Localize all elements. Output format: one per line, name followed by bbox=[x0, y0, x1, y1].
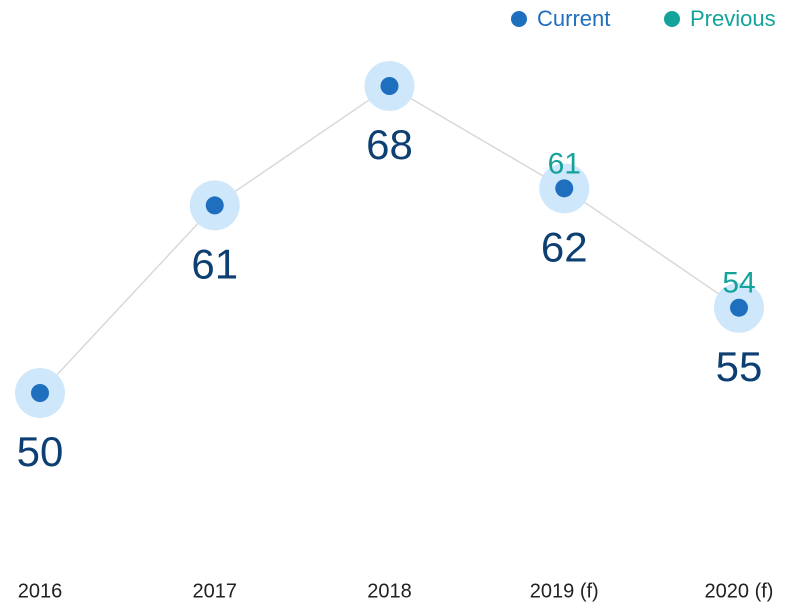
point bbox=[31, 384, 49, 402]
legend-label: Current bbox=[537, 6, 610, 31]
point bbox=[205, 196, 224, 215]
point bbox=[380, 77, 399, 95]
legend-swatch bbox=[664, 11, 680, 27]
data-label: 61 bbox=[548, 147, 581, 180]
x-tick-label: 2018 bbox=[367, 580, 412, 602]
data-label: 68 bbox=[366, 121, 413, 168]
x-tick-label: 2017 bbox=[193, 580, 238, 602]
x-tick-label: 2016 bbox=[18, 580, 63, 602]
data-label: 61 bbox=[191, 240, 238, 287]
data-label: 62 bbox=[541, 223, 588, 270]
x-tick-label: 2019 (f) bbox=[530, 580, 599, 602]
data-label: 50 bbox=[17, 428, 64, 475]
point bbox=[730, 298, 748, 317]
data-label: 54 bbox=[722, 267, 755, 300]
legend-label: Previous bbox=[690, 6, 776, 31]
x-tick-label: 2020 (f) bbox=[705, 580, 774, 602]
legend-swatch bbox=[511, 11, 527, 27]
data-label: 55 bbox=[716, 343, 763, 390]
point bbox=[555, 179, 574, 198]
